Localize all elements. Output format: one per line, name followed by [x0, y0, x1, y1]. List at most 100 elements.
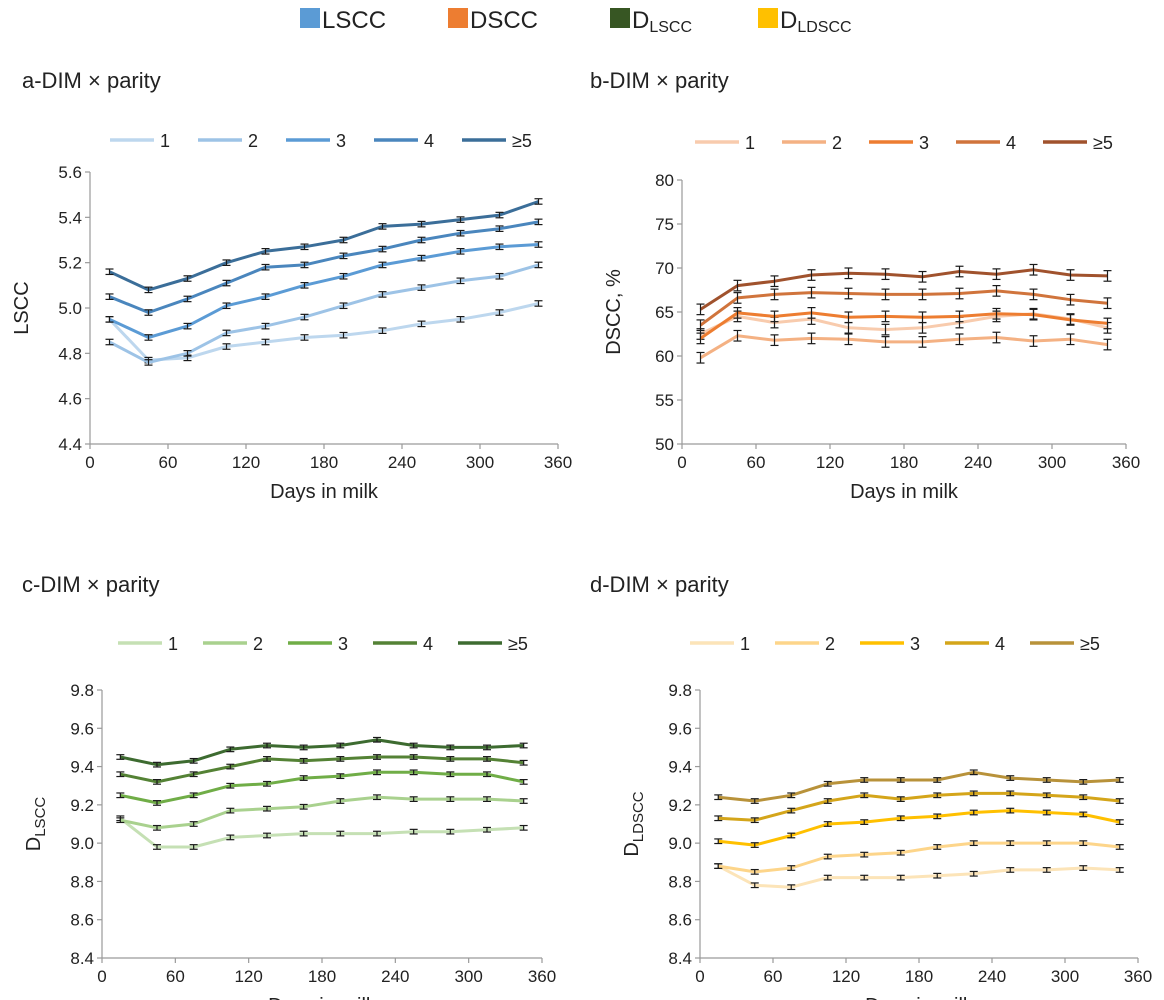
- x-tick-label: 360: [1112, 453, 1140, 472]
- legend-series-label: ≥5: [508, 634, 528, 654]
- y-tick-label: 55: [655, 391, 674, 410]
- series-b-0: [696, 307, 1112, 340]
- y-axis-label-main: D: [621, 842, 643, 856]
- series-c-1: [116, 794, 528, 831]
- series-b-4: [696, 263, 1112, 316]
- x-axis-label: Days in milk: [850, 481, 959, 503]
- y-tick-label: 9.4: [70, 758, 94, 777]
- figure-legend: LSCC DSCC DLSCC DLDSCC: [300, 7, 852, 36]
- series-d-0: [714, 863, 1124, 891]
- series-line: [718, 770, 1120, 803]
- legend-series-label: 2: [832, 133, 842, 153]
- legend-series-label: 2: [248, 131, 258, 151]
- y-axis-label-sub: LSCC: [32, 797, 49, 837]
- y-axis-label-main: D: [23, 837, 45, 851]
- x-tick-label: 60: [747, 453, 766, 472]
- x-tick-label: 120: [232, 453, 260, 472]
- y-tick-label: 50: [655, 435, 674, 454]
- series-line: [119, 817, 524, 849]
- legend-swatch: [758, 8, 778, 28]
- y-tick-label: 70: [655, 259, 674, 278]
- y-axis-label-main: DSCC, %: [603, 269, 625, 355]
- legend-swatch: [610, 8, 630, 28]
- series-line: [119, 770, 525, 805]
- series-a-3: [105, 218, 543, 316]
- y-tick-label: 60: [655, 347, 674, 366]
- legend-label: DLSCC: [632, 7, 692, 36]
- legend-label-sub: LDSCC: [797, 19, 851, 36]
- x-tick-label: 360: [544, 453, 572, 472]
- y-tick-label: 5.4: [58, 208, 82, 227]
- y-tick-label: 8.4: [668, 949, 692, 968]
- x-tick-label: 180: [905, 967, 933, 986]
- series-d-1: [714, 840, 1124, 875]
- x-tick-label: 60: [166, 967, 185, 986]
- legend-label-main: DSCC: [470, 7, 538, 34]
- series-b-3: [696, 285, 1112, 332]
- x-tick-label: 300: [1051, 967, 1079, 986]
- series-d-4: [714, 769, 1124, 804]
- legend-series-label: 3: [336, 131, 346, 151]
- series-line: [718, 791, 1120, 822]
- series-c-2: [116, 769, 528, 806]
- legend-label-main: D: [780, 7, 797, 34]
- legend-label: DSCC: [470, 7, 538, 34]
- y-axis-label: DLSCC: [23, 797, 49, 852]
- legend-swatch: [448, 8, 468, 28]
- legend-series-label: 2: [253, 634, 263, 654]
- chart-panel-b: b-DIM × parity 1 2 3 4 ≥5 0 60 120 180 240 300 360 50…: [590, 68, 1140, 503]
- legend-series-label: 3: [910, 634, 920, 654]
- series-b-1: [696, 329, 1112, 364]
- y-tick-label: 75: [655, 215, 674, 234]
- y-tick-label: 8.4: [70, 949, 94, 968]
- x-axis-label: Days in milk: [268, 995, 377, 1000]
- legend-label-main: D: [632, 7, 649, 34]
- y-axis-label-main: LSCC: [11, 281, 33, 334]
- legend-label: LSCC: [322, 7, 386, 34]
- legend-swatch: [300, 8, 320, 28]
- x-tick-label: 0: [695, 967, 704, 986]
- chart-title: b-DIM × parity: [590, 68, 729, 93]
- series-a-2: [105, 241, 543, 341]
- x-tick-label: 60: [159, 453, 178, 472]
- series-line: [119, 795, 524, 830]
- legend-series-label: 1: [168, 634, 178, 654]
- legend-series-label: 1: [745, 133, 755, 153]
- chart-title: d-DIM × parity: [590, 572, 729, 597]
- y-tick-label: 9.8: [668, 681, 692, 700]
- x-tick-label: 300: [1038, 453, 1066, 472]
- y-tick-label: 9.2: [668, 796, 692, 815]
- series-line: [717, 864, 1120, 889]
- chart-panel-a: a-DIM × parity 1 2 3 4 ≥5 0 60 120 180 240 300 360 4.…: [11, 68, 572, 503]
- x-tick-label: 240: [381, 967, 409, 986]
- x-tick-label: 0: [97, 967, 106, 986]
- series-line: [718, 841, 1120, 874]
- y-axis-label-sub: LDSCC: [630, 791, 647, 842]
- series-line: [699, 334, 1108, 360]
- legend-series-label: 4: [424, 131, 434, 151]
- x-tick-label: 120: [234, 967, 262, 986]
- y-axis-label: DLDSCC: [621, 791, 647, 856]
- series-b-2: [696, 307, 1112, 345]
- legend-series-label: 4: [423, 634, 433, 654]
- series-line: [119, 755, 524, 784]
- chart-panel-c: c-DIM × parity 1 2 3 4 ≥5 0 60 120 180 240 300 360 8.…: [22, 572, 556, 1000]
- legend-series-label: 3: [919, 133, 929, 153]
- legend-label: DLDSCC: [780, 7, 852, 36]
- legend-series-label: ≥5: [512, 131, 532, 151]
- x-axis-label: Days in milk: [270, 481, 379, 503]
- chart-title: a-DIM × parity: [22, 68, 161, 93]
- series-line: [108, 243, 539, 339]
- legend-label-sub: LSCC: [649, 19, 692, 36]
- y-tick-label: 9.4: [668, 758, 692, 777]
- legend-series-label: 1: [160, 131, 170, 151]
- y-tick-label: 9.6: [70, 719, 94, 738]
- y-tick-label: 9.0: [668, 834, 692, 853]
- y-tick-label: 9.8: [70, 681, 94, 700]
- legend-label-main: LSCC: [322, 7, 386, 34]
- legend-series-label: ≥5: [1080, 634, 1100, 654]
- y-tick-label: 9.0: [70, 834, 94, 853]
- y-tick-label: 5.2: [58, 254, 82, 273]
